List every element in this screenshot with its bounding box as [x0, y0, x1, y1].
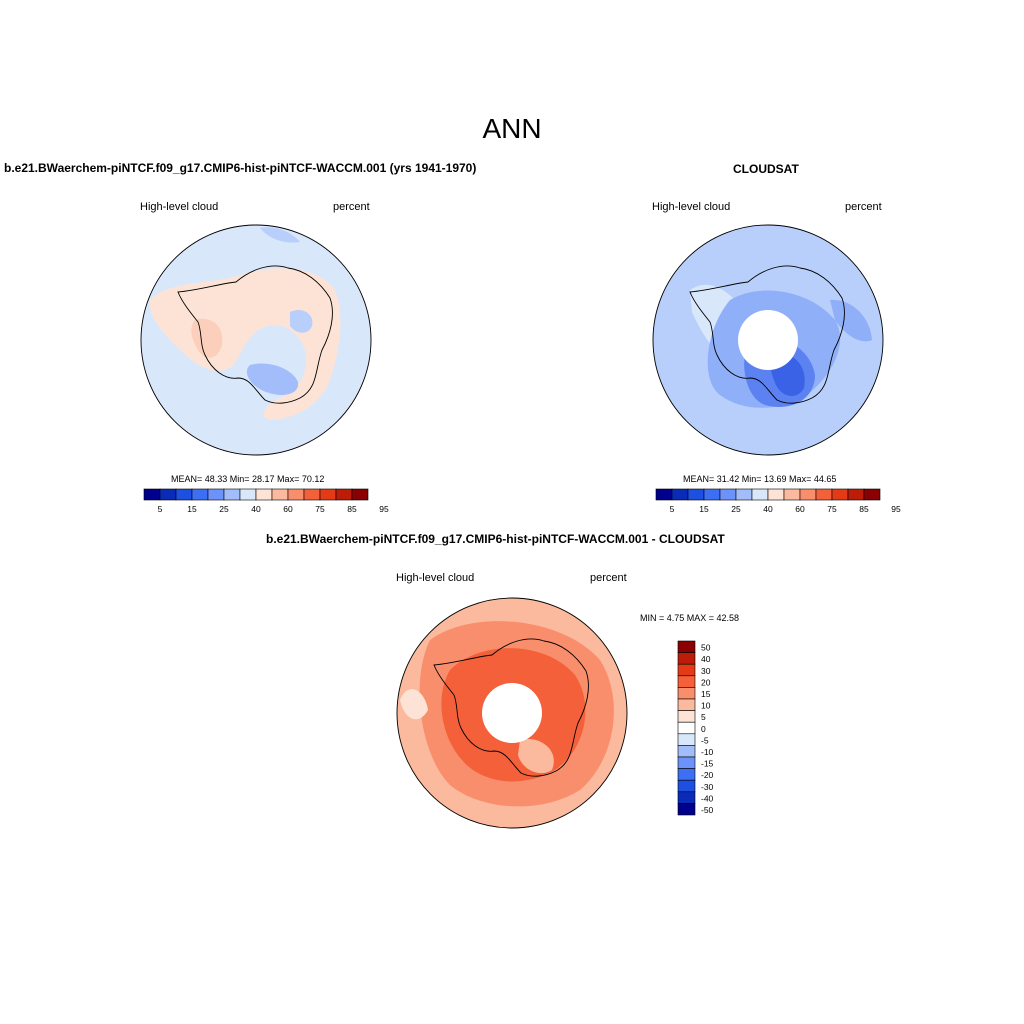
colorbar-tick-label: 40 [251, 504, 261, 514]
panel-1-units-label: percent [333, 201, 370, 213]
colorbar-tick-label: -5 [701, 735, 709, 745]
colorbar-swatch [687, 488, 705, 501]
colorbar-swatch [223, 488, 241, 501]
colorbar-tick-label: 0 [701, 724, 706, 734]
panel-1-variable-label: High-level cloud [140, 201, 219, 213]
colorbar-tick-label: 15 [187, 504, 197, 514]
colorbar-tick-label: 5 [158, 504, 163, 514]
colorbar-tick-label: 95 [891, 504, 901, 514]
colorbar-swatch [655, 488, 673, 501]
colorbar-swatch [831, 488, 849, 501]
colorbar-tick-label: 10 [701, 701, 711, 711]
colorbar-swatch [719, 488, 737, 501]
colorbar-tick-label: 20 [701, 677, 711, 687]
colorbar-swatch [239, 488, 257, 501]
colorbar-swatch [677, 663, 696, 677]
colorbar-swatch [677, 652, 696, 665]
colorbar-tick-label: 25 [731, 504, 741, 514]
colorbar-swatch [799, 488, 817, 501]
colorbar-swatch [677, 768, 696, 781]
colorbar-swatch [303, 488, 321, 501]
panel-2-title: CLOUDSAT [733, 162, 799, 176]
colorbar-swatch [767, 488, 785, 501]
colorbar-swatch [335, 488, 353, 501]
colorbar-tick-label: 25 [219, 504, 229, 514]
difference-map [396, 597, 628, 829]
colorbar-swatch [677, 733, 696, 746]
colorbar-swatch [677, 779, 696, 793]
colorbar-swatch [677, 756, 696, 769]
colorbar-swatch [207, 488, 225, 501]
colorbar-swatch [677, 745, 696, 758]
colorbar-swatch [677, 698, 696, 711]
colorbar-tick-label: 40 [701, 654, 711, 664]
colorbar-swatch [677, 675, 696, 688]
colorbar-swatch [191, 488, 209, 501]
colorbar-swatch [847, 488, 865, 501]
colorbar-swatch [677, 687, 696, 700]
colorbar-tick-label: 15 [699, 504, 709, 514]
panel-2-colorbar: 5 15 25 40 60 75 85 95 [655, 488, 901, 514]
colorbar-swatch [783, 488, 801, 501]
panel-3-title: b.e21.BWaerchem-piNTCF.f09_g17.CMIP6-his… [266, 532, 725, 546]
colorbar-swatch [677, 721, 696, 735]
colorbar-swatch [319, 488, 337, 501]
colorbar-swatch [677, 710, 696, 723]
panel-1-stats: MEAN= 48.33 Min= 28.17 Max= 70.12 [171, 474, 325, 484]
panel-2-units-label: percent [845, 201, 882, 213]
panel-2-variable-label: High-level cloud [652, 201, 731, 213]
colorbar-swatch [735, 488, 753, 501]
colorbar-tick-label: 30 [701, 666, 711, 676]
colorbar-tick-label: 5 [670, 504, 675, 514]
model-map [140, 224, 372, 456]
colorbar-tick-label: -20 [701, 770, 714, 780]
colorbar-swatch [677, 791, 696, 804]
page-title: ANN [482, 113, 542, 144]
panel-1-title: b.e21.BWaerchem-piNTCF.f09_g17.CMIP6-his… [4, 161, 477, 175]
colorbar-tick-label: 5 [701, 712, 706, 722]
panel-3-variable-label: High-level cloud [396, 572, 475, 584]
panel-1-colorbar: 5 15 25 40 60 75 85 95 [143, 488, 389, 514]
colorbar-tick-label: -15 [701, 759, 714, 769]
colorbar-swatch [815, 488, 833, 501]
colorbar-swatch [671, 488, 689, 501]
colorbar-tick-label: 85 [859, 504, 869, 514]
colorbar-swatch [677, 640, 696, 653]
colorbar-swatch [255, 488, 273, 501]
colorbar-tick-label: 50 [701, 643, 711, 653]
colorbar-swatch [751, 488, 769, 501]
colorbar-tick-label: -50 [701, 805, 714, 815]
colorbar-tick-label: -40 [701, 793, 714, 803]
colorbar-tick-label: 95 [379, 504, 389, 514]
colorbar-swatch [863, 488, 881, 501]
colorbar-swatch [287, 488, 305, 501]
colorbar-swatch [159, 488, 177, 501]
colorbar-tick-label: -30 [701, 782, 714, 792]
colorbar-tick-label: 60 [795, 504, 805, 514]
panel-3-units-label: percent [590, 572, 627, 584]
colorbar-swatch [175, 488, 193, 501]
colorbar-tick-label: 40 [763, 504, 773, 514]
colorbar-tick-label: 85 [347, 504, 357, 514]
colorbar-swatch [703, 488, 721, 501]
colorbar-swatch [351, 488, 369, 501]
colorbar-swatch [143, 488, 161, 501]
panel-2-stats: MEAN= 31.42 Min= 13.69 Max= 44.65 [683, 474, 837, 484]
colorbar-tick-label: 75 [827, 504, 837, 514]
colorbar-tick-label: 75 [315, 504, 325, 514]
panel-3-stats: MIN = 4.75 MAX = 42.58 [640, 613, 740, 623]
colorbar-tick-label: -10 [701, 747, 714, 757]
colorbar-swatch [677, 803, 696, 816]
colorbar-tick-label: 15 [701, 689, 711, 699]
colorbar-swatch [271, 488, 289, 501]
cloudsat-map [652, 224, 884, 456]
colorbar-tick-label: 60 [283, 504, 293, 514]
